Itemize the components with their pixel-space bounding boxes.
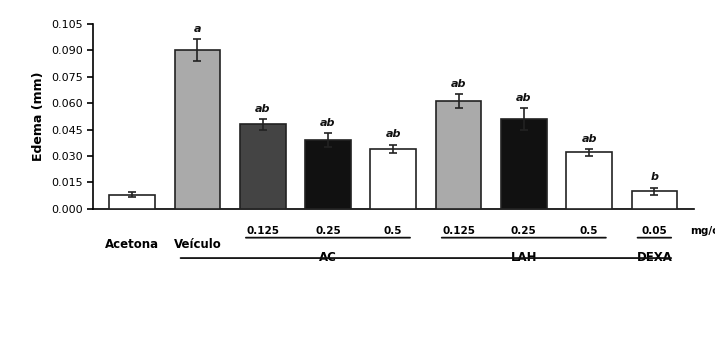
Bar xyxy=(305,140,351,209)
Text: a: a xyxy=(194,24,201,34)
Text: ab: ab xyxy=(255,103,270,114)
Text: DEXA: DEXA xyxy=(636,251,672,264)
Text: 0.125: 0.125 xyxy=(246,226,279,236)
Text: ab: ab xyxy=(320,118,336,128)
Text: ab: ab xyxy=(450,79,466,89)
Bar xyxy=(109,195,155,209)
Text: ab: ab xyxy=(581,134,597,144)
Y-axis label: Edema (mm): Edema (mm) xyxy=(32,71,45,161)
Text: LAH: LAH xyxy=(511,251,537,264)
Bar xyxy=(566,152,612,209)
Text: ab: ab xyxy=(516,93,531,103)
Text: AC: AC xyxy=(319,251,337,264)
Text: 0.5: 0.5 xyxy=(580,226,598,236)
Bar xyxy=(501,119,547,209)
Text: b: b xyxy=(651,173,659,182)
Bar xyxy=(370,149,416,209)
Bar xyxy=(174,50,220,209)
Bar xyxy=(435,101,481,209)
Text: ab: ab xyxy=(385,129,401,139)
Text: Veículo: Veículo xyxy=(174,238,221,251)
Text: 0.125: 0.125 xyxy=(442,226,475,236)
Text: 0.25: 0.25 xyxy=(511,226,537,236)
Text: mg/orelha: mg/orelha xyxy=(690,226,715,236)
Bar xyxy=(240,124,285,209)
Text: Acetona: Acetona xyxy=(105,238,159,251)
Text: 0.5: 0.5 xyxy=(384,226,403,236)
Text: 0.05: 0.05 xyxy=(641,226,667,236)
Text: 0.25: 0.25 xyxy=(315,226,341,236)
Bar xyxy=(631,191,677,209)
